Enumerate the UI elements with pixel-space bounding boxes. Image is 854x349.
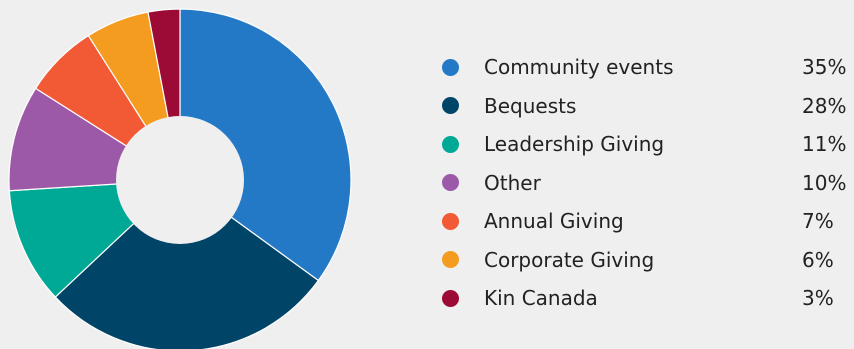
legend-label: Annual Giving <box>484 209 624 234</box>
legend-item: Community events 35% <box>440 48 850 87</box>
legend-item: Other 10% <box>440 164 850 203</box>
legend-value: 11% <box>802 132 847 157</box>
donut-chart <box>8 8 352 349</box>
legend-swatch <box>442 174 459 192</box>
legend-label: Other <box>484 170 541 195</box>
legend-swatch <box>442 251 459 269</box>
pie-slice <box>179 8 352 282</box>
pie-slice <box>54 179 320 349</box>
legend-label: Kin Canada <box>484 286 598 311</box>
legend-label: Community events <box>484 55 674 80</box>
legend-value: 28% <box>802 93 847 118</box>
legend-item: Leadership Giving 11% <box>440 125 850 164</box>
legend-swatch <box>442 289 459 307</box>
chart-legend: Community events 35% Bequests 28% Leadership… <box>440 48 850 318</box>
legend-item: Corporate Giving 6% <box>440 241 850 280</box>
legend-value: 35% <box>802 55 847 80</box>
legend-value: 6% <box>802 247 834 272</box>
legend-label: Bequests <box>484 93 577 118</box>
legend-swatch <box>442 212 459 230</box>
donut-hole <box>116 116 244 244</box>
legend-label: Corporate Giving <box>484 247 655 272</box>
legend-value: 10% <box>802 170 847 195</box>
legend-swatch <box>442 58 459 76</box>
legend-item: Bequests 28% <box>440 87 850 126</box>
legend-value: 7% <box>802 209 834 234</box>
legend-item: Annual Giving 7% <box>440 202 850 241</box>
legend-swatch <box>442 97 459 115</box>
legend-label: Leadership Giving <box>484 132 665 157</box>
legend-value: 3% <box>802 286 834 311</box>
legend-swatch <box>442 135 459 153</box>
legend-item: Kin Canada 3% <box>440 279 850 318</box>
